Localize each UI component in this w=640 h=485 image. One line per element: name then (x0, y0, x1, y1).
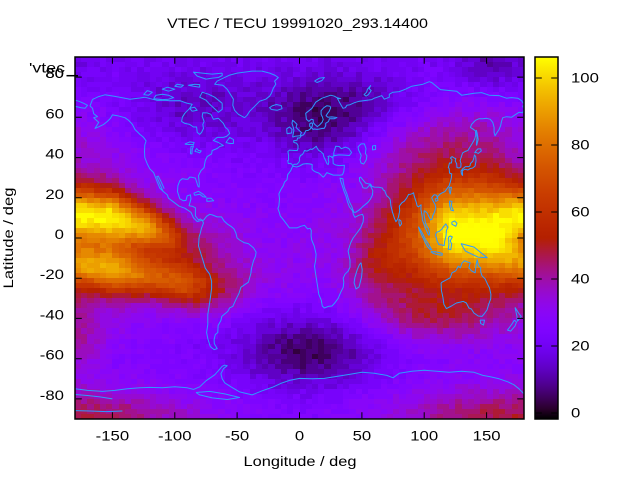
svg-text:-60: -60 (40, 347, 64, 363)
svg-text:80: 80 (571, 137, 590, 153)
svg-text:20: 20 (45, 186, 64, 202)
svg-text:50: 50 (353, 428, 372, 444)
svg-text:'vtec: 'vtec (29, 60, 65, 76)
svg-text:-150: -150 (96, 428, 130, 444)
svg-text:60: 60 (571, 204, 590, 220)
svg-text:0: 0 (295, 428, 305, 444)
svg-text:80: 80 (45, 65, 64, 81)
svg-text:150: 150 (473, 428, 501, 444)
svg-text:0: 0 (55, 226, 65, 242)
svg-text:VTEC / TECU 19991020_293.14400: VTEC / TECU 19991020_293.14400 (167, 15, 428, 31)
svg-text:-20: -20 (40, 266, 64, 282)
svg-text:Latitude / deg: Latitude / deg (0, 188, 16, 289)
svg-text:40: 40 (45, 146, 64, 162)
svg-text:60: 60 (45, 105, 64, 121)
svg-text:-40: -40 (40, 306, 64, 322)
svg-text:100: 100 (410, 428, 438, 444)
svg-text:-50: -50 (225, 428, 249, 444)
svg-text:80: 80 (45, 65, 64, 81)
svg-text:-80: -80 (40, 387, 64, 403)
svg-text:Longitude / deg: Longitude / deg (244, 453, 357, 469)
svg-text:40: 40 (571, 271, 590, 287)
svg-text:20: 20 (571, 338, 590, 354)
svg-text:100: 100 (571, 70, 599, 86)
svg-text:-100: -100 (158, 428, 192, 444)
svg-text:0: 0 (571, 405, 581, 421)
